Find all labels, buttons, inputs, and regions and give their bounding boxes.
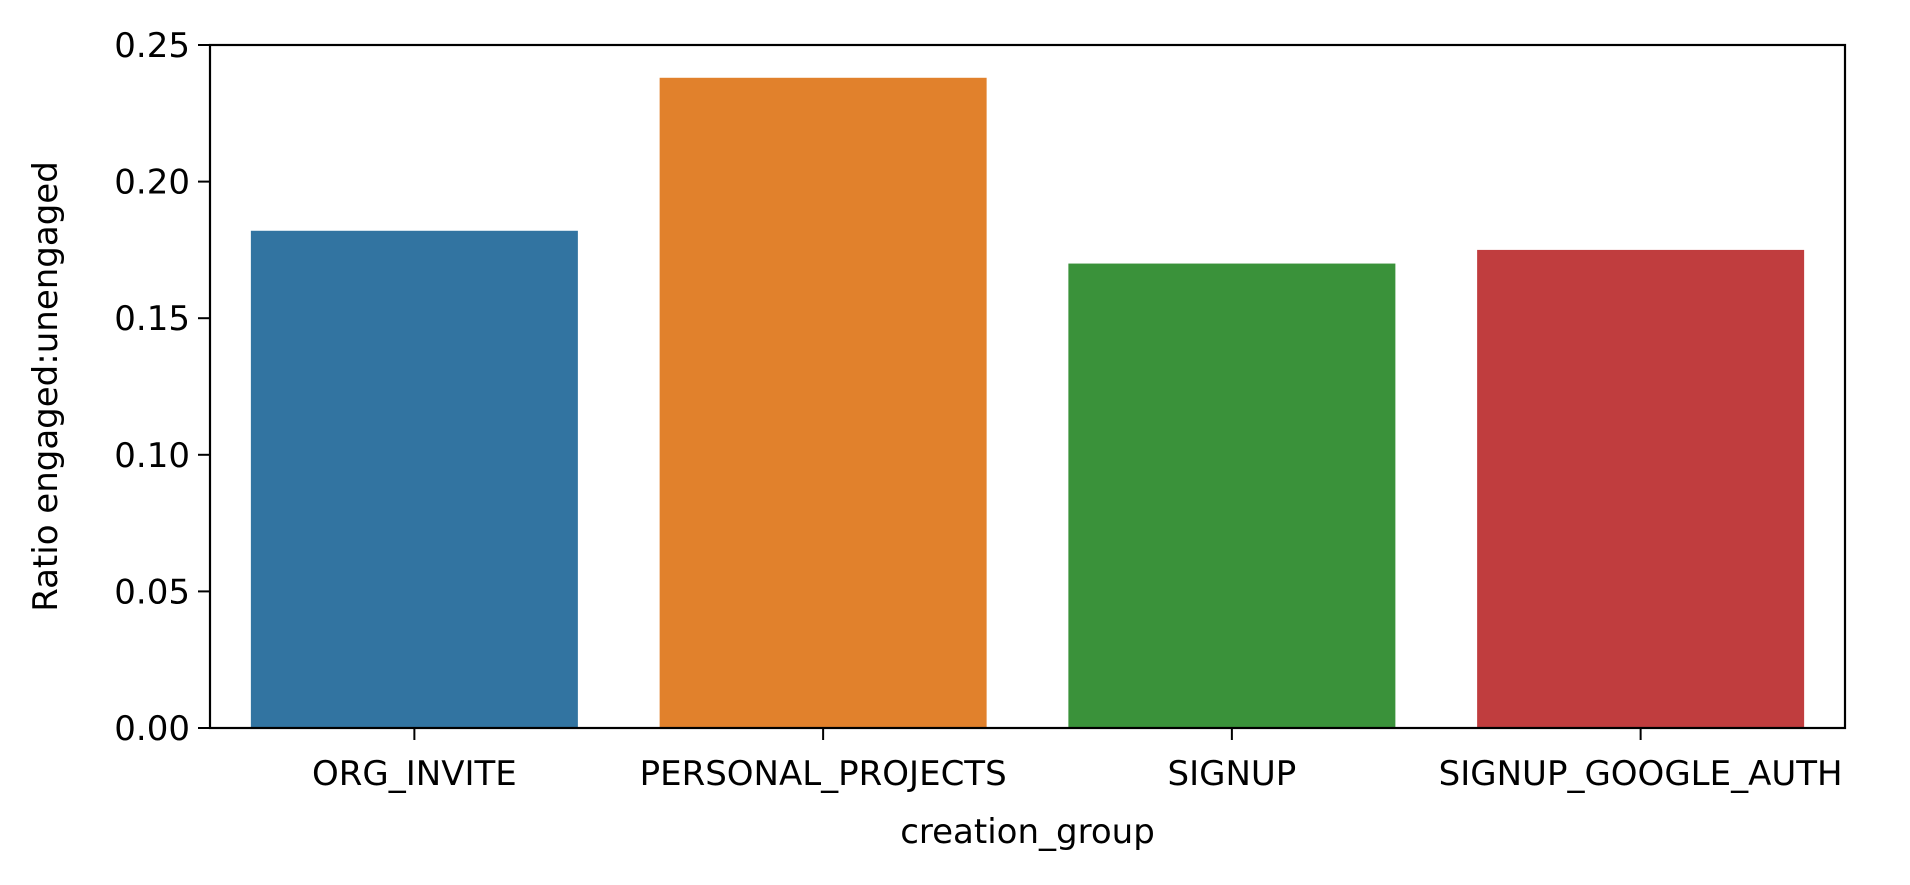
x-tick-label: SIGNUP_GOOGLE_AUTH	[1439, 754, 1843, 794]
y-axis: 0.00 0.05 0.10 0.15 0.20 0.25	[114, 26, 210, 749]
y-tick-label: 0.05	[114, 572, 190, 612]
x-tick-label: PERSONAL_PROJECTS	[640, 754, 1007, 794]
x-axis-label: creation_group	[900, 812, 1155, 852]
bars-layer	[250, 77, 1805, 728]
x-tick-label: ORG_INVITE	[312, 754, 517, 794]
bar-signup-google-auth	[1477, 249, 1805, 728]
bar-org-invite	[250, 230, 578, 728]
y-tick-label: 0.25	[114, 26, 190, 66]
y-tick-label: 0.15	[114, 299, 190, 339]
y-tick-label: 0.00	[114, 709, 190, 749]
x-axis: ORG_INVITE PERSONAL_PROJECTS SIGNUP SIGNUP_…	[312, 728, 1843, 794]
y-tick-label: 0.20	[114, 163, 190, 203]
y-axis-label: Ratio engaged:unengaged	[26, 161, 66, 612]
x-tick-label: SIGNUP	[1167, 754, 1296, 794]
bar-signup	[1068, 263, 1396, 728]
y-tick-label: 0.10	[114, 436, 190, 476]
bar-personal-projects	[659, 77, 987, 728]
plot-frame	[208, 43, 1847, 730]
